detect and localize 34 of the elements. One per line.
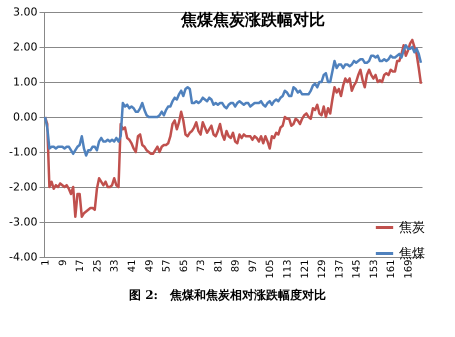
x-tick-label: 169 — [403, 260, 414, 279]
y-tick-label: 1.00 — [13, 76, 38, 88]
x-tick-label: 121 — [300, 260, 311, 279]
x-tick-label: 65 — [178, 260, 190, 272]
y-tick-label: -3.00 — [9, 216, 38, 228]
caption: 图 2: 焦煤和焦炭相对涨跌幅度对比 — [128, 287, 327, 304]
y-tick-label: -1.00 — [9, 146, 38, 158]
x-tick-label: 129 — [317, 260, 328, 279]
x-tick-label: 1 — [40, 260, 52, 266]
x-tick-label: 9 — [58, 260, 69, 266]
x-tick-label: 153 — [368, 260, 380, 279]
x-tick-label: 73 — [196, 260, 208, 272]
y-tick-label: 2.00 — [13, 40, 38, 54]
legend-label: 焦炭 — [399, 220, 425, 236]
x-tick-label: 89 — [230, 260, 242, 272]
x-tick-label: 105 — [265, 260, 276, 279]
x-tick-label: 113 — [282, 260, 294, 279]
y-tick-label: -4.00 — [9, 250, 38, 264]
x-tick-label: 25 — [92, 260, 104, 272]
legend-label: 焦煤 — [399, 246, 425, 262]
y-tick-label: -2.00 — [9, 180, 38, 194]
x-tick-label: 17 — [75, 260, 86, 272]
x-tick-label: 137 — [334, 260, 346, 279]
y-tick-label: 3.00 — [13, 6, 38, 18]
x-tick-label: 33 — [110, 260, 121, 272]
x-tick-label: 41 — [126, 260, 138, 272]
y-tick-label: 0.00 — [13, 110, 38, 124]
x-tick-label: 145 — [352, 260, 363, 279]
x-tick-label: 49 — [144, 260, 156, 272]
x-tick-label: 57 — [162, 260, 173, 272]
chart-title: 焦煤焦炭涨跌幅对比 — [180, 10, 325, 29]
x-tick-label: 81 — [213, 260, 224, 272]
x-tick-label: 97 — [248, 260, 259, 272]
x-tick-label: 161 — [386, 260, 398, 279]
